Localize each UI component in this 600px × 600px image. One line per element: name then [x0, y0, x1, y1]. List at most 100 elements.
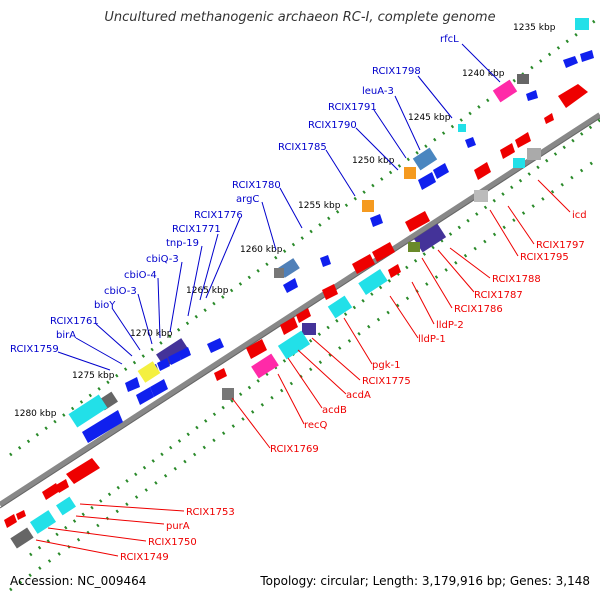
gene-label: RCIX1785	[278, 142, 327, 153]
feature-cyan	[56, 496, 76, 516]
feature-arrow-blue	[580, 50, 594, 62]
feature-arrow-red	[474, 162, 491, 180]
tick-label: 1255 kbp	[298, 201, 341, 211]
feature-arrow-red	[352, 254, 375, 274]
feature-arrow-blue	[418, 172, 436, 190]
gene-label: lldP-2	[436, 320, 464, 331]
feature-cyan	[327, 295, 353, 319]
feature-orange	[404, 167, 416, 179]
tick-line-reverse-outer	[9, 155, 600, 592]
feature-arrow-blue	[370, 214, 383, 227]
feature-arrow-red	[544, 113, 554, 124]
leader-lines-forward	[57, 43, 501, 371]
feature-orange	[362, 200, 374, 212]
leader-lines-reverse	[35, 179, 571, 557]
feature-steelblue	[412, 147, 438, 171]
feature-arrow-red	[56, 479, 69, 493]
gene-label: acdB	[322, 405, 347, 416]
feature-gray-light	[474, 190, 488, 202]
feature-gray	[10, 527, 34, 549]
feature-arrow-red	[66, 458, 100, 484]
gene-label: argC	[236, 194, 259, 205]
feature-arrow-red	[388, 264, 401, 278]
feature-arrow-blue	[178, 347, 191, 360]
tick-label: 1275 kbp	[72, 371, 115, 381]
gene-label: RCIX1776	[194, 210, 243, 221]
feature-cyan	[29, 510, 57, 534]
gene-label: RCIX1786	[454, 304, 503, 315]
feature-cyan-small	[458, 124, 466, 132]
feature-arrow-blue	[207, 338, 224, 353]
gene-label: RCIX1759	[10, 344, 59, 355]
forward-features	[68, 18, 594, 443]
feature-arrow-red	[515, 132, 531, 148]
feature-arrow-blue	[433, 163, 449, 179]
feature-magenta	[492, 79, 518, 103]
feature-navy	[413, 223, 447, 253]
gene-label: RCIX1798	[372, 66, 421, 77]
accession-label: Accession: NC_009464	[10, 574, 147, 588]
feature-arrow-blue	[150, 379, 168, 397]
gene-label: cbiQ-3	[146, 254, 179, 265]
tick-label: 1240 kbp	[462, 69, 505, 79]
genome-backbone	[0, 112, 600, 508]
gene-label: purA	[166, 521, 190, 532]
tick-label: 1280 kbp	[14, 409, 57, 419]
gene-label: RCIX1750	[148, 537, 197, 548]
gene-label: cbiO-3	[104, 286, 137, 297]
reverse-gene-labels: icd RCIX1797 RCIX1795 RCIX1788 RCIX1787 …	[120, 210, 587, 563]
gene-label: bioY	[94, 300, 116, 311]
gene-label: acdA	[346, 390, 371, 401]
tick-line-reverse	[29, 118, 600, 557]
feature-gray-light	[527, 148, 541, 160]
tick-label: 1270 kbp	[130, 329, 173, 339]
feature-arrow-red	[4, 514, 17, 528]
feature-cyan-small	[513, 158, 525, 168]
tick-line-forward	[9, 15, 600, 457]
forward-gene-labels: rfcL RCIX1798 leuA-3 RCIX1791 RCIX1790 R…	[10, 34, 459, 355]
feature-cyan-large	[68, 394, 108, 428]
gene-label: birA	[56, 330, 76, 341]
gene-label: RCIX1775	[362, 376, 411, 387]
feature-arrow-red	[214, 368, 227, 381]
feature-arrow-blue	[125, 377, 140, 392]
feature-arrow-blue	[168, 352, 181, 365]
gene-label: leuA-3	[362, 86, 394, 97]
tick-label: 1260 kbp	[240, 245, 283, 255]
gene-label: RCIX1787	[474, 290, 523, 301]
feature-arrow-red	[16, 510, 26, 520]
tick-label: 1235 kbp	[513, 23, 556, 33]
feature-arrow-blue	[563, 56, 578, 68]
gene-label: cbiO-4	[124, 270, 157, 281]
feature-navy	[302, 323, 316, 335]
gene-label: RCIX1791	[328, 102, 377, 113]
gene-label: RCIX1769	[270, 444, 319, 455]
feature-arrow-red	[558, 84, 588, 108]
feature-cyan	[358, 269, 388, 295]
feature-yellow	[137, 361, 161, 383]
feature-arrow-blue	[465, 137, 476, 148]
feature-magenta	[251, 353, 279, 379]
gene-label: RCIX1761	[50, 316, 99, 327]
feature-arrow-red	[42, 483, 60, 500]
gene-label: rfcL	[440, 34, 459, 45]
feature-arrow-red	[246, 339, 267, 359]
tick-label: 1265 kbp	[186, 286, 229, 296]
gene-label: recQ	[304, 420, 328, 431]
tick-label: 1245 kbp	[408, 113, 451, 123]
feature-arrow-red	[280, 317, 298, 335]
feature-arrow-blue	[82, 410, 123, 443]
feature-olive	[408, 242, 420, 252]
feature-arrow-blue	[320, 255, 331, 267]
feature-gray	[222, 388, 234, 400]
gene-label: pgk-1	[372, 360, 400, 371]
feature-arrow-red	[405, 211, 430, 232]
feature-arrow-red	[500, 143, 515, 159]
feature-arrow-blue	[157, 358, 170, 371]
feature-arrow-red	[322, 284, 338, 300]
gene-label: RCIX1790	[308, 120, 357, 131]
gene-label: tnp-19	[166, 238, 199, 249]
gene-label: icd	[572, 210, 587, 221]
